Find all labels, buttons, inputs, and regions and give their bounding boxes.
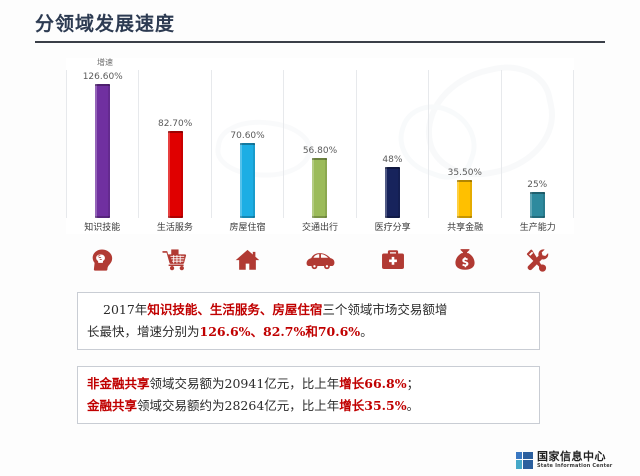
money-bag-icon (429, 240, 502, 280)
logo-mark-icon (516, 451, 533, 469)
bar-chart: 增速 126.60% 82.70% 70.60% 56.80% 48% 35.50% 25%… (66, 58, 574, 234)
callout-highlight-text: 增长66.8% (339, 376, 407, 391)
chart-category-label: 医疗分享 (374, 223, 411, 233)
chart-bar (384, 167, 400, 218)
house-icon (211, 240, 284, 280)
callout-text: 领域交易额为20941亿元，比上年 (149, 376, 340, 391)
callout-text: 长最快，增速分别为 (87, 324, 200, 339)
callout-1: 2017年知识技能、生活服务、房屋住宿三个领域市场交易额增 长最快，增速分别为12… (77, 292, 540, 350)
category-icon-row (66, 240, 574, 280)
bar-value-label: 56.80% (302, 146, 338, 156)
bar-value-label: 25% (527, 180, 548, 190)
logo-name-en: State Information Center (537, 462, 613, 469)
callout-highlight-text: 增长35.5% (339, 398, 407, 413)
chart-category-label: 知识技能 (84, 223, 121, 233)
chart-bar (529, 192, 545, 218)
chart-bar (95, 84, 111, 218)
chart-plot-area: 126.60% 82.70% 70.60% 56.80% 48% 35.50% 25% (66, 70, 574, 218)
callout-highlight-text: 126.6%、82.7%和70.6% (199, 324, 361, 339)
callout-line: 金融共享领域交易额约为28264亿元，比上年增长35.5%。 (87, 395, 530, 417)
bar-value-label: 70.60% (230, 131, 265, 141)
chart-bar-column: 35.50% (429, 70, 502, 218)
chart-bar-column: 126.60% (66, 70, 140, 218)
chart-bar-column: 82.70% (139, 70, 212, 218)
chart-category-labels: 知识技能 生活服务 房屋住宿 交通出行 医疗分享 共享金融 生产能力 (66, 220, 574, 236)
callout-text: 领域交易额约为28264亿元，比上年 (137, 398, 340, 413)
chart-category-label: 生产能力 (519, 223, 556, 233)
chart-bar (457, 180, 473, 218)
chart-bar (167, 131, 183, 218)
chart-bar-column: 25% (502, 70, 574, 218)
bar-value-label: 35.50% (447, 168, 482, 178)
chart-category-label: 交通出行 (302, 223, 339, 233)
bar-value-label: 126.60% (82, 72, 123, 82)
organization-logo: 国家信息中心 State Information Center (516, 448, 636, 472)
callout-text: 。 (406, 398, 420, 413)
y-axis-label: 增速 (97, 58, 113, 67)
chart-bar-column: 56.80% (284, 70, 357, 218)
callout-text: 。 (360, 324, 373, 339)
callout-text: 三个领域市场交易额增 (322, 302, 448, 317)
tools-icon (501, 240, 574, 280)
shopping-cart-icon (139, 240, 212, 280)
bar-value-label: 48% (382, 155, 403, 165)
slide-header: 分领域发展速度 (0, 0, 640, 52)
chart-bar (312, 158, 328, 218)
head-brain-icon (66, 240, 139, 280)
callout-2: 非金融共享领域交易额为20941亿元，比上年增长66.8%； 金融共享领域交易额约… (77, 366, 540, 424)
callout-highlight-text: 非金融共享 (87, 376, 150, 391)
chart-bar-column: 48% (357, 70, 430, 218)
page-title: 分领域发展速度 (35, 13, 176, 35)
car-icon (284, 240, 357, 280)
chart-category-label: 房屋住宿 (229, 223, 266, 233)
title-divider (35, 41, 605, 43)
chart-category-label: 共享金融 (447, 223, 484, 233)
callout-text: 2017年 (103, 302, 148, 317)
logo-name-cn: 国家信息中心 (537, 449, 606, 463)
chart-category-label: 生活服务 (156, 223, 193, 233)
callout-line: 长最快，增速分别为126.6%、82.7%和70.6%。 (87, 321, 530, 343)
callout-highlight-text: 知识技能、生活服务、房屋住宿 (147, 302, 323, 317)
callout-text: ； (406, 376, 420, 391)
callout-highlight-text: 金融共享 (87, 398, 138, 413)
medical-bag-icon (356, 240, 429, 280)
chart-bar-column: 70.60% (212, 70, 285, 218)
callout-line: 非金融共享领域交易额为20941亿元，比上年增长66.8%； (87, 373, 530, 395)
bar-value-label: 82.70% (157, 119, 193, 129)
chart-bar (240, 143, 256, 218)
callout-line: 2017年知识技能、生活服务、房屋住宿三个领域市场交易额增 (87, 299, 530, 321)
